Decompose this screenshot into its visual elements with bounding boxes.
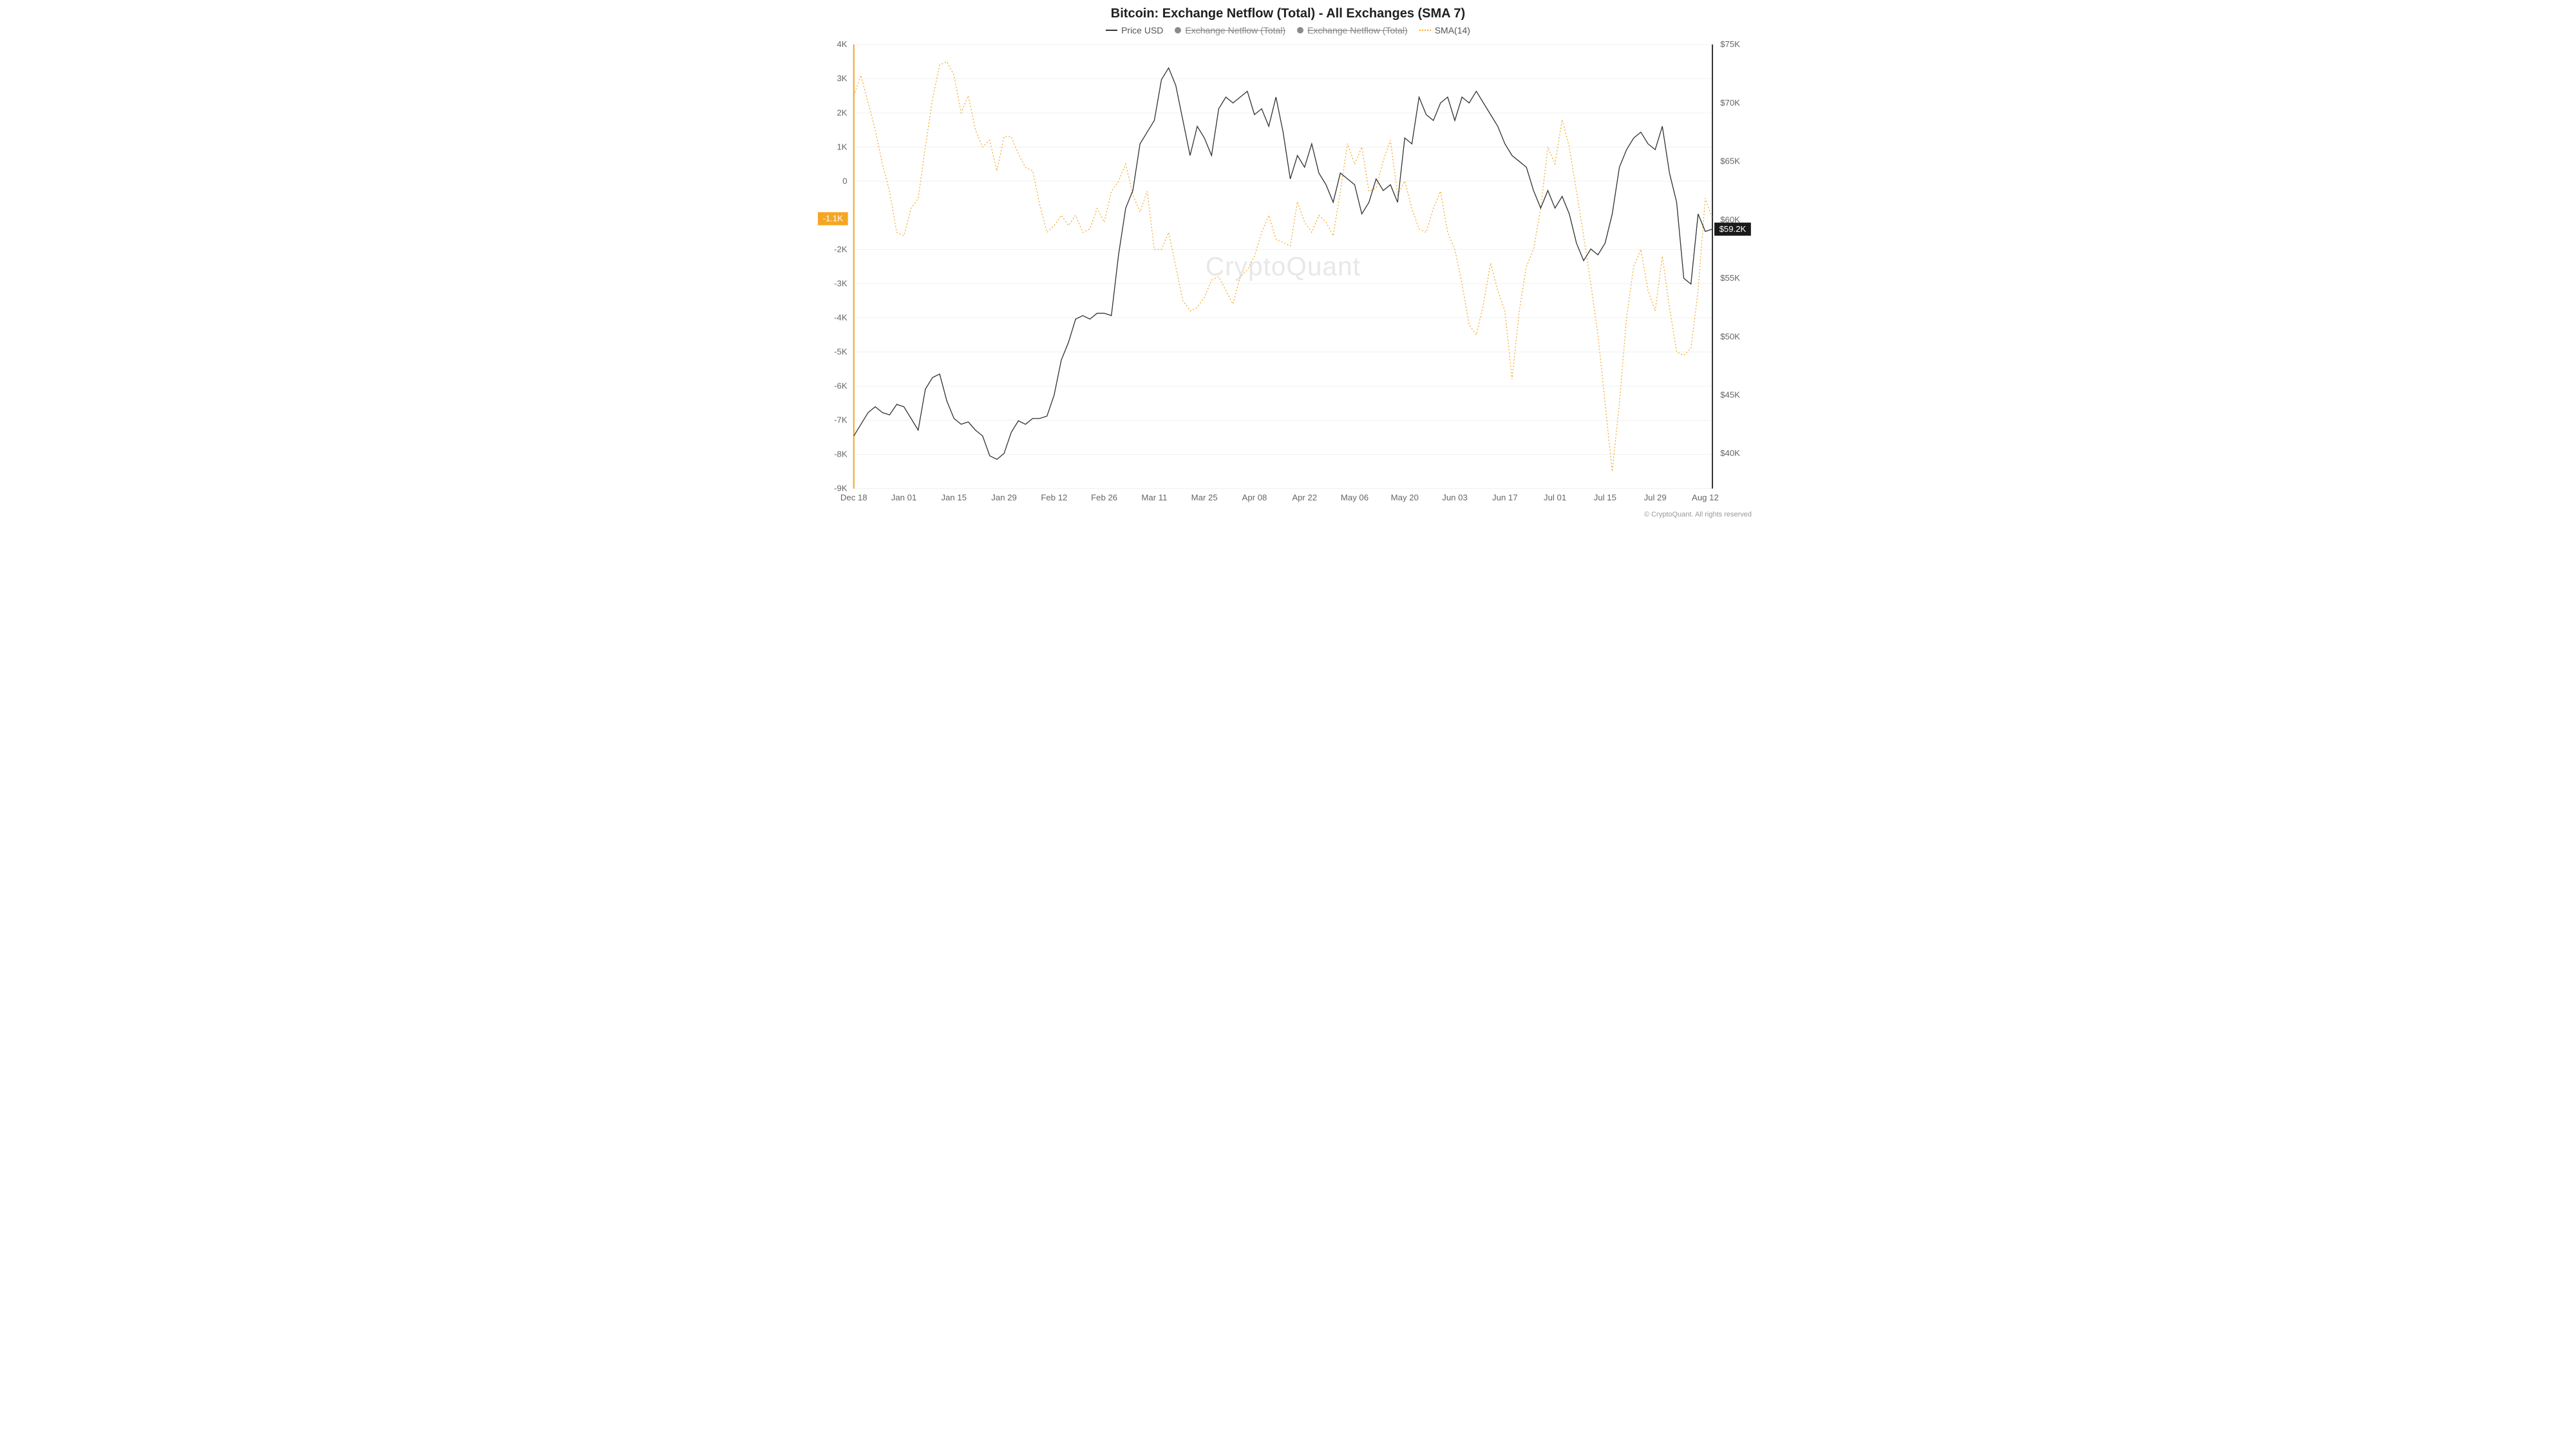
chart-footer: © CryptoQuant. All rights reserved: [818, 511, 1758, 518]
y-right-tick-label: $75K: [1720, 39, 1740, 49]
x-tick-label: Jul 01: [1544, 493, 1566, 502]
right-value-badge-label: $59.2K: [1719, 224, 1747, 234]
legend-marker: [1419, 30, 1431, 31]
legend-label: Exchange Netflow (Total): [1307, 25, 1408, 35]
y-left-tick-label: 4K: [837, 39, 848, 49]
y-right-tick-label: $50K: [1720, 332, 1740, 341]
watermark: CryptoQuant: [1206, 252, 1361, 281]
x-tick-label: May 06: [1341, 493, 1368, 502]
x-tick-label: Jul 29: [1644, 493, 1667, 502]
legend-item[interactable]: Exchange Netflow (Total): [1297, 25, 1408, 35]
y-left-tick-label: -2K: [834, 244, 848, 254]
y-left-tick-label: 3K: [837, 73, 848, 83]
y-right-tick-label: $45K: [1720, 390, 1740, 399]
y-left-tick-label: -9K: [834, 484, 848, 493]
x-tick-label: Mar 25: [1191, 493, 1218, 502]
y-left-tick-label: 1K: [837, 142, 848, 151]
x-tick-label: Dec 18: [840, 493, 867, 502]
y-left-tick-label: -3K: [834, 278, 848, 288]
x-tick-label: Jan 01: [891, 493, 917, 502]
x-tick-label: Jan 15: [942, 493, 967, 502]
legend-marker: [1106, 30, 1117, 31]
legend-item[interactable]: Price USD: [1106, 25, 1163, 35]
y-left-tick-label: 2K: [837, 108, 848, 117]
left-value-badge-label: -1.1K: [823, 214, 844, 223]
x-tick-label: May 20: [1391, 493, 1419, 502]
y-left-tick-label: -6K: [834, 381, 848, 391]
y-left-tick-label: -4K: [834, 312, 848, 322]
x-tick-label: Jan 29: [991, 493, 1017, 502]
x-tick-label: Jun 17: [1492, 493, 1518, 502]
x-tick-label: Apr 08: [1242, 493, 1267, 502]
x-tick-label: Feb 26: [1091, 493, 1117, 502]
chart-title: Bitcoin: Exchange Netflow (Total) - All …: [818, 6, 1758, 21]
legend-marker: [1175, 27, 1181, 33]
x-tick-label: Jul 15: [1594, 493, 1616, 502]
legend-label: Exchange Netflow (Total): [1185, 25, 1285, 35]
chart-container: Bitcoin: Exchange Netflow (Total) - All …: [818, 6, 1758, 518]
y-left-tick-label: 0: [842, 176, 847, 185]
x-tick-label: Aug 12: [1692, 493, 1719, 502]
chart-svg: 4K 3K 2K 1K 0 -2K -3K -4K -5K -6K -7K -8K -9K $75K $70…: [818, 38, 1758, 508]
legend-item[interactable]: SMA(14): [1419, 25, 1470, 35]
y-left-tick-label: -8K: [834, 450, 848, 459]
legend-marker: [1297, 27, 1303, 33]
plot-area: 4K 3K 2K 1K 0 -2K -3K -4K -5K -6K -7K -8K -9K $75K $70…: [818, 38, 1758, 508]
y-left-tick-label: -5K: [834, 347, 848, 357]
y-right-tick-label: $40K: [1720, 448, 1740, 458]
y-left-tick-label: -7K: [834, 415, 848, 425]
x-tick-label: Mar 11: [1141, 493, 1167, 502]
chart-legend: Price USD Exchange Netflow (Total) Exchang…: [818, 25, 1758, 35]
legend-label: Price USD: [1121, 25, 1163, 35]
x-tick-label: Feb 12: [1041, 493, 1067, 502]
y-right-tick-label: $55K: [1720, 273, 1740, 283]
x-tick-label: Apr 22: [1292, 493, 1317, 502]
x-tick-label: Jun 03: [1442, 493, 1468, 502]
y-right-tick-label: $70K: [1720, 98, 1740, 108]
legend-label: SMA(14): [1435, 25, 1470, 35]
legend-item[interactable]: Exchange Netflow (Total): [1175, 25, 1285, 35]
y-right-tick-label: $65K: [1720, 156, 1740, 166]
